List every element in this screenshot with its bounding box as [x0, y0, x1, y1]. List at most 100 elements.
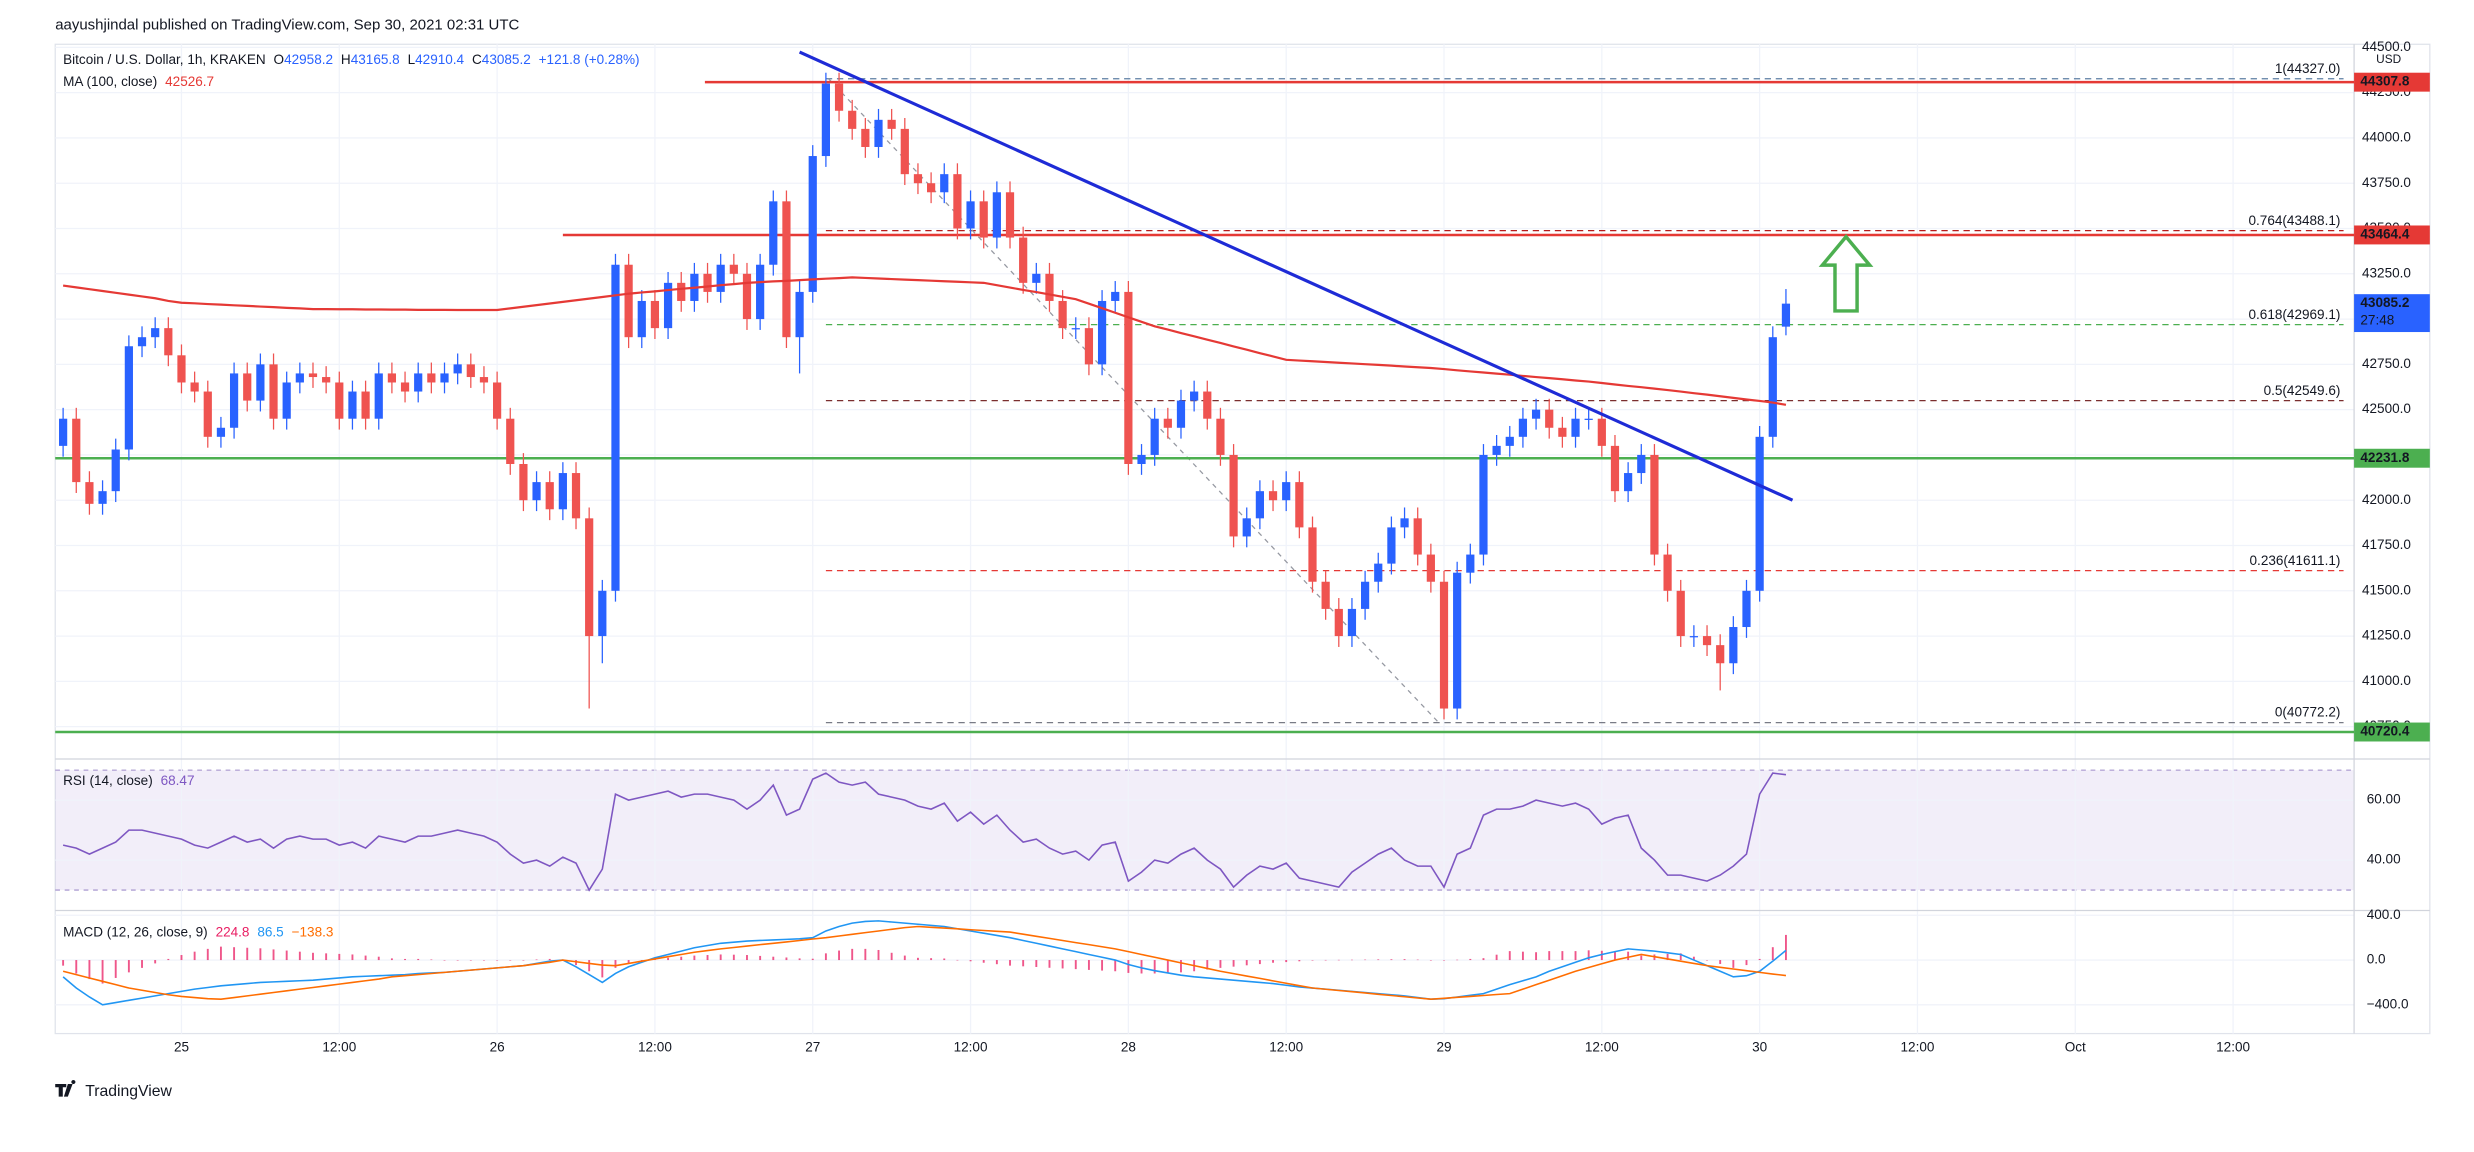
signal-line [62, 925, 1787, 1001]
macd-histogram-bar [1087, 960, 1090, 970]
macd-histogram-bar [417, 958, 420, 961]
macd-histogram-bar [141, 960, 143, 968]
y-tick-label: 44000.0 [2362, 130, 2411, 145]
candle-body [387, 373, 397, 383]
macd-histogram-bar [430, 959, 433, 961]
price-level-label: 43464.4 [2360, 227, 2409, 242]
y-tick-label: 42500.0 [2362, 401, 2411, 416]
candle-body [1058, 300, 1067, 329]
fib-level-label: 1(44327.0) [2275, 61, 2341, 76]
price-level-badge [2354, 225, 2430, 245]
macd-histogram-bar [193, 951, 196, 961]
candle-body [887, 119, 896, 129]
macd-histogram-bar [785, 957, 788, 961]
candle-body [1716, 645, 1725, 664]
macd-histogram-bar [1180, 960, 1182, 973]
candle-body [874, 119, 883, 147]
macd-name: MACD (12, 26, close, 9) [63, 924, 208, 939]
candle-body [992, 192, 1001, 238]
candle-body [1360, 581, 1370, 609]
macd-histogram-bar [1035, 960, 1038, 967]
macd-histogram-bar [680, 956, 683, 961]
macd-histogram-bar [1482, 958, 1485, 961]
macd-histogram-bar [1600, 950, 1603, 961]
macd-histogram-bar [233, 947, 236, 961]
macd-histogram-bar [851, 948, 854, 961]
candle-body [650, 300, 660, 329]
candle-body [1571, 418, 1580, 437]
fib-level-label: 0(40772.2) [2275, 705, 2341, 720]
macd-tick-label: −400.0 [2367, 996, 2409, 1011]
fib-level-label: 0.236(41611.1) [2250, 553, 2341, 568]
macd-histogram-bar [1298, 960, 1301, 962]
rsi-name: RSI (14, close) [63, 773, 153, 788]
price-level-label: 44307.8 [2360, 74, 2409, 89]
macd-histogram-bar [1627, 951, 1630, 961]
macd-histogram-bar [390, 958, 393, 961]
x-tick-label: 26 [490, 1039, 505, 1054]
macd-histogram-bar [1009, 960, 1011, 966]
macd-histogram-bar [1403, 959, 1406, 961]
macd-histogram-bar [1206, 960, 1209, 970]
candle-body [913, 174, 923, 184]
candle-body [1492, 445, 1501, 455]
macd-histogram-bar [1732, 960, 1735, 968]
candle-body [1334, 608, 1343, 637]
candle-body [742, 273, 752, 320]
candle-body [1374, 563, 1383, 582]
candle-body [1518, 418, 1528, 437]
macd-histogram-bar [759, 955, 762, 961]
macd-histogram-bar [614, 960, 617, 968]
macd-value: 86.5 [257, 924, 283, 939]
candle-body [1545, 409, 1554, 428]
candle-body [335, 382, 344, 419]
macd-histogram-bar [798, 958, 801, 961]
candle-body [1295, 482, 1304, 528]
candle-body [1150, 418, 1159, 455]
macd-histogram-bar [1469, 958, 1472, 961]
candle-body [1268, 491, 1278, 501]
macd-histogram-bar [1272, 960, 1274, 963]
candle-body [1005, 192, 1015, 238]
macd-histogram-bar [167, 958, 170, 961]
rsi-tick-label: 60.00 [2367, 792, 2401, 807]
candle-body [1282, 482, 1291, 501]
macd-histogram-bar [824, 953, 827, 961]
macd-histogram-bar [588, 960, 591, 972]
candle-body [269, 364, 278, 419]
fib-level-label: 0.5(42549.6) [2264, 383, 2341, 398]
candle-body [1558, 427, 1567, 437]
up-arrow [1818, 234, 1874, 313]
candle-body [940, 174, 949, 193]
x-tick-label: 12:00 [2216, 1039, 2250, 1054]
candle-body [111, 449, 120, 492]
candle-body [1203, 391, 1212, 419]
price-level-label: 42231.8 [2360, 450, 2409, 465]
macd-histogram-bar [1048, 960, 1051, 968]
candle-body [1216, 418, 1225, 455]
rsi-band [55, 770, 2355, 891]
candle-body [229, 373, 239, 428]
candle-body [1597, 418, 1606, 446]
macd-histogram-bar [101, 960, 104, 984]
x-tick-label: 12:00 [1901, 1039, 1935, 1054]
price-change: +121.8 (+0.28%) [539, 52, 640, 67]
ohlc-value: 43165.8 [351, 52, 400, 67]
macd-histogram-bar [1771, 947, 1774, 961]
macd-histogram-bar [890, 952, 893, 961]
candle-body [1676, 590, 1685, 637]
candle-body [519, 463, 528, 501]
macd-histogram-bar [1114, 960, 1117, 972]
ma-legend: MA (100, close) 42526.7 [63, 74, 214, 89]
publish-header: aayushjindal published on TradingView.co… [55, 16, 519, 33]
symbol-title: Bitcoin / U.S. Dollar, 1h, KRAKEN [63, 52, 266, 67]
y-tick-label: 41250.0 [2362, 628, 2411, 643]
candle-body [598, 590, 607, 637]
candle-body [545, 482, 554, 510]
candle-body [769, 201, 778, 265]
macd-histogram-bar [732, 954, 735, 961]
macd-histogram-bar [575, 960, 577, 966]
macd-histogram-bar [62, 960, 65, 966]
candle-body [716, 264, 725, 292]
